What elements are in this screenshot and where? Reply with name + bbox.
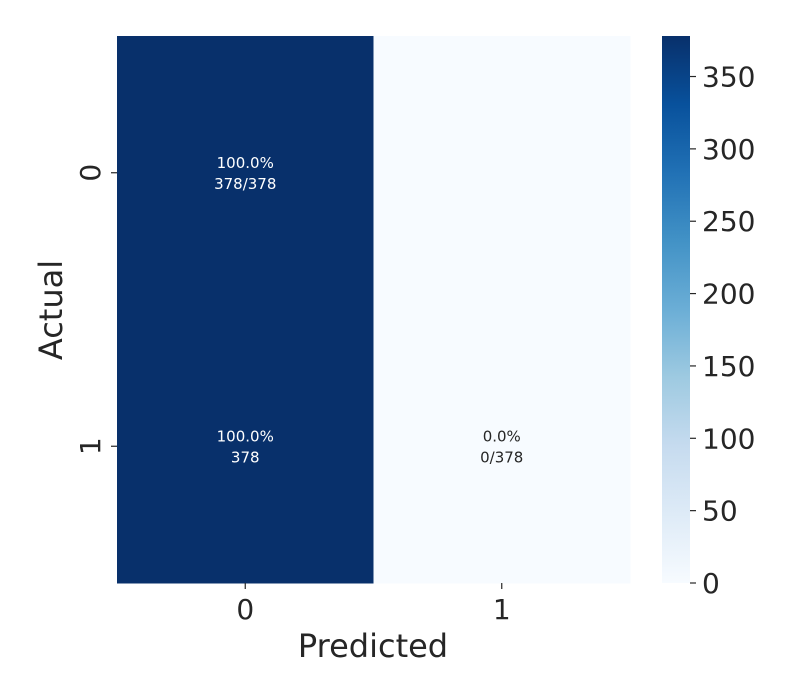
cell-count-label: 378/378 bbox=[214, 175, 276, 193]
colorbar-ticks: 0 50 100 150 200 250 300 350 bbox=[690, 61, 755, 600]
heatmap-cell bbox=[117, 36, 374, 310]
cell-percent-label: 100.0% bbox=[217, 154, 274, 172]
cell-percent-label: 100.0% bbox=[217, 427, 274, 445]
colorbar-tick-label: 200 bbox=[702, 278, 755, 311]
colorbar-tick-label: 150 bbox=[702, 350, 755, 383]
y-axis-label: Actual bbox=[32, 260, 70, 360]
colorbar-tick-label: 50 bbox=[702, 495, 738, 528]
cell-labels: 100.0% 378/378 100.0% 378 0.0% 0/378 bbox=[214, 154, 523, 467]
heatmap-cell bbox=[373, 309, 631, 584]
colorbar-tick-label: 0 bbox=[702, 567, 720, 600]
cell-count-label: 378 bbox=[231, 448, 260, 466]
heatmap-cell bbox=[373, 36, 631, 310]
colorbar-tick-label: 300 bbox=[702, 133, 755, 166]
x-tick-label: 0 bbox=[236, 593, 254, 626]
cell-count-label: 0/378 bbox=[480, 448, 523, 466]
heatmap-cells bbox=[117, 36, 631, 584]
x-tick-label: 1 bbox=[493, 593, 511, 626]
y-tick-label: 1 bbox=[74, 437, 107, 455]
y-axis-ticks: 01 bbox=[74, 164, 117, 455]
y-tick-label: 0 bbox=[74, 164, 107, 182]
colorbar-tick-label: 350 bbox=[702, 61, 755, 94]
colorbar bbox=[662, 36, 690, 583]
colorbar-tick-label: 250 bbox=[702, 205, 755, 238]
cell-percent-label: 0.0% bbox=[483, 427, 521, 445]
colorbar-tick-label: 100 bbox=[702, 422, 755, 455]
heatmap-cell bbox=[117, 309, 374, 584]
x-axis-label: Predicted bbox=[298, 627, 448, 665]
